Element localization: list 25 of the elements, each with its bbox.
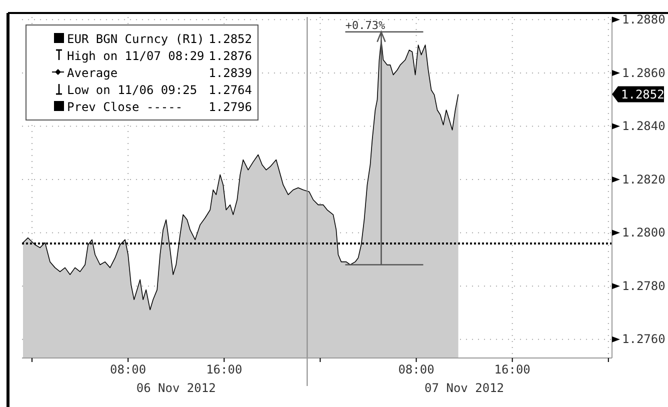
y-tick-label: 1.2780 — [622, 278, 666, 293]
x-tick-label: 08:00 — [110, 362, 146, 377]
legend-label: EUR BGN Curncy (R1) — [67, 32, 204, 46]
y-tick-label: 1.2860 — [622, 66, 666, 80]
annotation: 1.2876 — [208, 49, 252, 63]
annotation: Average — [67, 66, 118, 80]
annotation: +0.73% — [345, 18, 386, 32]
y-tick-label: 1.2840 — [622, 119, 666, 134]
annotation: 1.2764 — [208, 83, 252, 97]
annotation: 1.2852 — [208, 32, 252, 46]
legend-label: Prev Close ----- — [67, 100, 183, 114]
text: 06 Nov 2012 — [136, 381, 216, 395]
annotation: Low on 11/06 09:25 — [67, 83, 198, 97]
y-tick-label: 1.2800 — [622, 226, 666, 240]
x-tick-label: 08:00 — [398, 362, 434, 377]
x-tick-label: 16:00 — [494, 362, 530, 377]
y-tick-label: 1.2880 — [622, 12, 666, 27]
annotation: 1.2796 — [208, 100, 252, 114]
y-tick-label: 1.2760 — [622, 332, 666, 346]
y-tick-label: 1.2820 — [622, 172, 666, 186]
text: 07 Nov 2012 — [424, 381, 504, 395]
annotation: High on 11/07 08:29 — [67, 49, 204, 63]
price-tag: 1.2852 — [612, 86, 664, 102]
annotation: 1.2839 — [208, 66, 252, 80]
x-tick-label: 16:00 — [206, 362, 242, 377]
